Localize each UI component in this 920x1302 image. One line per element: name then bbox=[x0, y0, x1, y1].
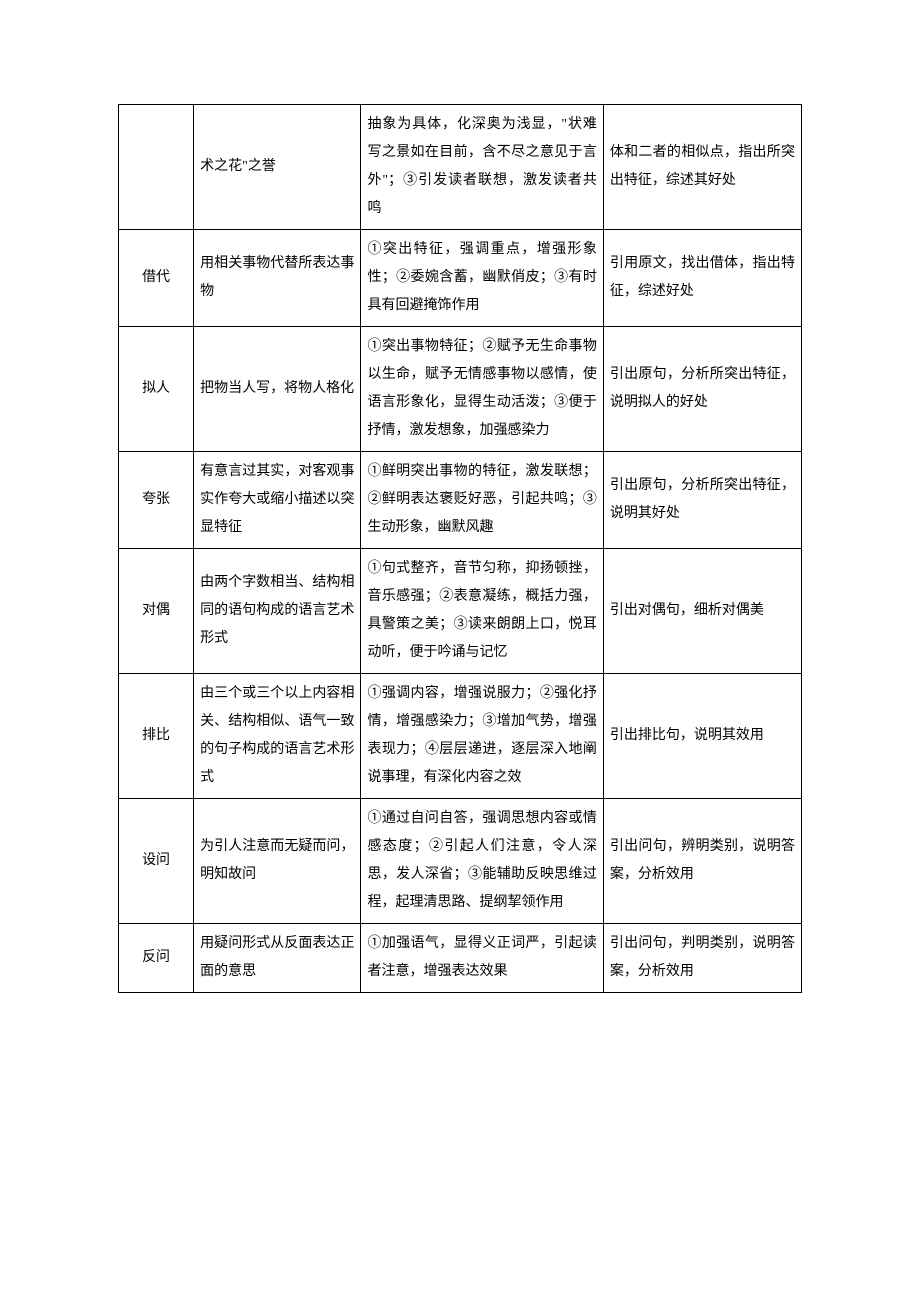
document-page: 术之花"之誉 抽象为具体，化深奥为浅显，"状难写之景如在目前，含不尽之意见于言外… bbox=[0, 0, 920, 1302]
cell-definition: 术之花"之誉 bbox=[194, 105, 361, 230]
cell-method: 引用原文，找出借体，指出特征，综述好处 bbox=[603, 230, 801, 327]
table-row: 设问 为引人注意而无疑而问，明知故问 ①通过自问自答，强调思想内容或情感态度；②… bbox=[119, 799, 802, 924]
cell-definition: 用相关事物代替所表达事物 bbox=[194, 230, 361, 327]
cell-method: 体和二者的相似点，指出所突出特征，综述其好处 bbox=[603, 105, 801, 230]
table-row: 借代 用相关事物代替所表达事物 ①突出特征，强调重点，增强形象性；②委婉含蓄，幽… bbox=[119, 230, 802, 327]
table-row: 夸张 有意言过其实，对客观事实作夸大或缩小描述以突显特征 ①鲜明突出事物的特征，… bbox=[119, 452, 802, 549]
cell-name: 借代 bbox=[119, 230, 194, 327]
cell-method: 引出问句，判明类别，说明答案，分析效用 bbox=[603, 924, 801, 993]
rhetoric-table: 术之花"之誉 抽象为具体，化深奥为浅显，"状难写之景如在目前，含不尽之意见于言外… bbox=[118, 104, 802, 993]
cell-definition: 由两个字数相当、结构相同的语句构成的语言艺术形式 bbox=[194, 549, 361, 674]
cell-effect: 抽象为具体，化深奥为浅显，"状难写之景如在目前，含不尽之意见于言外"；③引发读者… bbox=[361, 105, 603, 230]
table-row: 排比 由三个或三个以上内容相关、结构相似、语气一致的句子构成的语言艺术形式 ①强… bbox=[119, 674, 802, 799]
cell-effect: ①突出特征，强调重点，增强形象性；②委婉含蓄，幽默俏皮；③有时具有回避掩饰作用 bbox=[361, 230, 603, 327]
cell-name: 对偶 bbox=[119, 549, 194, 674]
table-row: 反问 用疑问形式从反面表达正面的意思 ①加强语气，显得义正词严，引起读者注意，增… bbox=[119, 924, 802, 993]
cell-definition: 用疑问形式从反面表达正面的意思 bbox=[194, 924, 361, 993]
cell-effect: ①鲜明突出事物的特征，激发联想；②鲜明表达褒贬好恶，引起共鸣；③生动形象，幽默风… bbox=[361, 452, 603, 549]
table-row: 对偶 由两个字数相当、结构相同的语句构成的语言艺术形式 ①句式整齐，音节匀称，抑… bbox=[119, 549, 802, 674]
cell-definition: 为引人注意而无疑而问，明知故问 bbox=[194, 799, 361, 924]
cell-name: 夸张 bbox=[119, 452, 194, 549]
cell-method: 引出原句，分析所突出特征，说明其好处 bbox=[603, 452, 801, 549]
table-body: 术之花"之誉 抽象为具体，化深奥为浅显，"状难写之景如在目前，含不尽之意见于言外… bbox=[119, 105, 802, 993]
cell-method: 引出原句，分析所突出特征，说明拟人的好处 bbox=[603, 327, 801, 452]
table-row: 术之花"之誉 抽象为具体，化深奥为浅显，"状难写之景如在目前，含不尽之意见于言外… bbox=[119, 105, 802, 230]
table-row: 拟人 把物当人写，将物人格化 ①突出事物特征；②赋予无生命事物以生命，赋予无情感… bbox=[119, 327, 802, 452]
cell-method: 引出问句，辨明类别，说明答案，分析效用 bbox=[603, 799, 801, 924]
cell-name bbox=[119, 105, 194, 230]
cell-effect: ①突出事物特征；②赋予无生命事物以生命，赋予无情感事物以感情，使语言形象化，显得… bbox=[361, 327, 603, 452]
cell-name: 设问 bbox=[119, 799, 194, 924]
cell-definition: 把物当人写，将物人格化 bbox=[194, 327, 361, 452]
cell-effect: ①强调内容，增强说服力；②强化抒情，增强感染力；③增加气势，增强表现力；④层层递… bbox=[361, 674, 603, 799]
cell-name: 反问 bbox=[119, 924, 194, 993]
cell-name: 排比 bbox=[119, 674, 194, 799]
cell-method: 引出对偶句，细析对偶美 bbox=[603, 549, 801, 674]
cell-name: 拟人 bbox=[119, 327, 194, 452]
cell-method: 引出排比句，说明其效用 bbox=[603, 674, 801, 799]
cell-effect: ①通过自问自答，强调思想内容或情感态度；②引起人们注意，令人深思，发人深省；③能… bbox=[361, 799, 603, 924]
cell-definition: 有意言过其实，对客观事实作夸大或缩小描述以突显特征 bbox=[194, 452, 361, 549]
cell-effect: ①加强语气，显得义正词严，引起读者注意，增强表达效果 bbox=[361, 924, 603, 993]
cell-definition: 由三个或三个以上内容相关、结构相似、语气一致的句子构成的语言艺术形式 bbox=[194, 674, 361, 799]
cell-effect: ①句式整齐，音节匀称，抑扬顿挫，音乐感强；②表意凝练，概括力强，具警策之美；③读… bbox=[361, 549, 603, 674]
